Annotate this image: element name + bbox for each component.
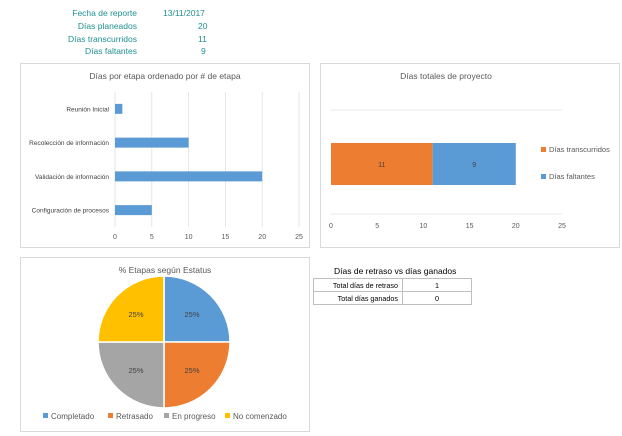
bar: [115, 205, 152, 216]
pie-data-label: 25%: [128, 366, 143, 375]
table-row: Total días ganados 0: [313, 291, 472, 305]
gained-days-label: Total días ganados: [313, 291, 403, 305]
legend-swatch: [108, 413, 113, 418]
status-pie-chart-panel: % Etapas según Estatus 25% 25% 25% 25% Comple…: [20, 257, 310, 432]
legend-label: Días faltantes: [549, 172, 595, 181]
pie-slice: [97, 275, 165, 343]
planned-days-label: Días planeados: [77, 21, 137, 31]
project-days-chart-panel: Días totales de proyecto 0 5 10 15 20 25 11 9 Día…: [320, 63, 620, 248]
category-label: Reunión Inicial: [66, 106, 109, 113]
remaining-days-value: 9: [201, 46, 206, 56]
legend-swatch: [541, 147, 546, 152]
bar: [115, 103, 123, 114]
pie-data-label: 25%: [184, 310, 199, 319]
legend-label: En progreso: [172, 412, 216, 421]
project-days-chart: Días totales de proyecto 0 5 10 15 20 25 11 9 Día…: [329, 71, 610, 230]
category-label: Configuración de procesos: [32, 208, 110, 215]
legend-swatch: [541, 174, 546, 179]
data-label: 9: [472, 162, 476, 169]
category-label: Validación de información: [35, 174, 109, 181]
legend-label: Completado: [51, 412, 95, 421]
bar: [115, 171, 263, 182]
stacked-bar-segment: [432, 143, 516, 185]
x-tick-label: 0: [329, 223, 333, 230]
data-label: 11: [378, 162, 385, 169]
status-pie-chart: % Etapas según Estatus 25% 25% 25% 25% Comple…: [43, 265, 287, 421]
bar: [115, 137, 189, 148]
x-tick-label: 0: [113, 234, 117, 241]
x-tick-label: 25: [558, 223, 566, 230]
x-tick-label: 5: [150, 234, 154, 241]
x-tick-label: 25: [295, 234, 303, 241]
x-tick-label: 20: [258, 234, 266, 241]
delay-days-value: 1: [402, 278, 472, 292]
pie-data-label: 25%: [184, 366, 199, 375]
x-tick-label: 15: [466, 223, 474, 230]
legend-swatch: [43, 413, 48, 418]
pie-data-label: 25%: [128, 310, 143, 319]
delay-table-title: Días de retraso vs días ganados: [334, 266, 457, 276]
legend-swatch: [164, 413, 169, 418]
elapsed-days-value: 11: [198, 34, 207, 44]
x-tick-label: 10: [185, 234, 193, 241]
chart-title: Días totales de proyecto: [400, 71, 492, 81]
pie-slice: [163, 341, 231, 409]
elapsed-days-label: Días transcurridos: [68, 34, 137, 44]
table-row: Total días de retraso 1: [313, 278, 472, 292]
legend-label: Retrasado: [116, 412, 153, 421]
gained-days-value: 0: [402, 291, 472, 305]
report-header: Fecha de reporte 13/11/2017 Días planead…: [0, 0, 622, 60]
legend-label: No comenzado: [233, 412, 287, 421]
pie-slice: [97, 341, 165, 409]
chart-title: Días por etapa ordenado por # de etapa: [89, 71, 240, 81]
legend-swatch: [225, 413, 230, 418]
remaining-days-label: Días faltantes: [85, 46, 137, 56]
stage-days-chart: Días por etapa ordenado por # de etapa 0 5…: [29, 71, 303, 241]
category-label: Recolección de información: [29, 140, 109, 147]
legend-label: Días transcurridos: [549, 145, 610, 154]
planned-days-value: 20: [198, 21, 208, 31]
x-tick-label: 20: [512, 223, 520, 230]
x-tick-label: 10: [420, 223, 428, 230]
x-tick-label: 15: [222, 234, 230, 241]
report-date-value: 13/11/2017: [163, 8, 205, 18]
stage-days-chart-panel: Días por etapa ordenado por # de etapa 0 5…: [20, 63, 310, 248]
delay-days-label: Total días de retraso: [313, 278, 403, 292]
x-tick-label: 5: [375, 223, 379, 230]
delay-table: Total días de retraso 1 Total días ganad…: [313, 278, 472, 305]
chart-title: % Etapas según Estatus: [119, 265, 212, 275]
stacked-bar-segment: [331, 143, 433, 185]
report-date-label: Fecha de reporte: [72, 8, 137, 18]
pie-slice: [163, 275, 231, 343]
